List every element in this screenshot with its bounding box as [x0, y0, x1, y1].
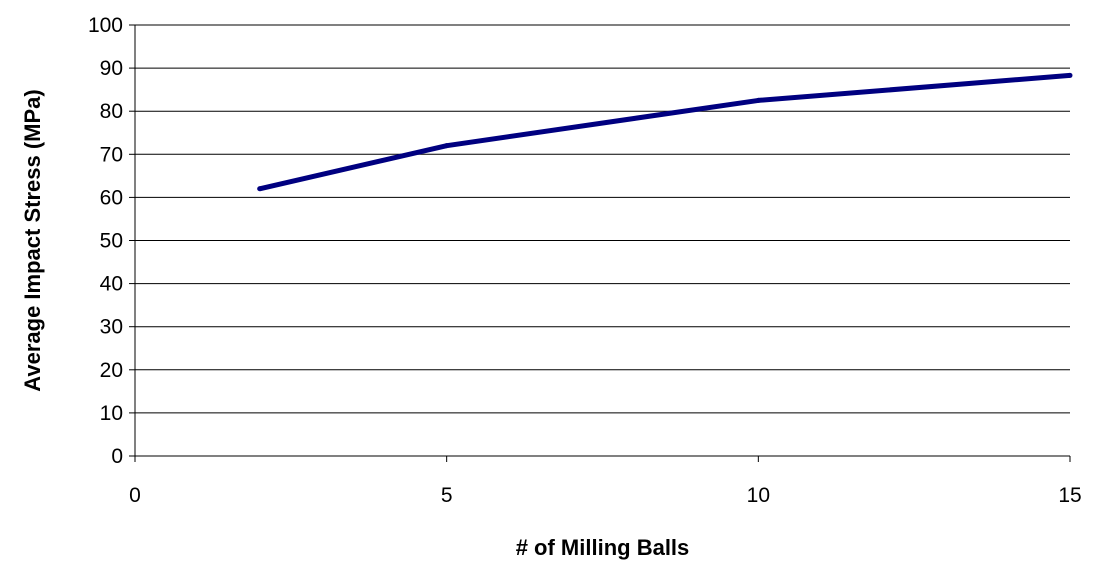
- x-tick-label: 15: [1058, 484, 1081, 507]
- y-tick-label: 50: [100, 230, 123, 253]
- series-group: [257, 72, 1073, 192]
- data-point: [1067, 72, 1073, 78]
- data-point: [257, 186, 263, 192]
- x-tick-label: 10: [747, 484, 770, 507]
- x-tick-labels: 0 5 10 15: [129, 484, 1082, 507]
- x-tick-label: 0: [129, 484, 141, 507]
- y-tick-label: 60: [100, 186, 123, 209]
- y-tick-label: 20: [100, 359, 123, 382]
- gridlines: [135, 24, 1070, 414]
- y-tick-label: 10: [100, 402, 123, 425]
- y-tick-label: 40: [100, 273, 123, 296]
- x-axis-title: # of Milling Balls: [516, 535, 690, 560]
- y-tick-label: 80: [100, 100, 123, 123]
- data-point: [444, 143, 450, 149]
- data-point: [755, 97, 761, 103]
- y-tick-label: 0: [111, 445, 123, 468]
- y-axis-title: Average Impact Stress (MPa): [20, 89, 45, 391]
- y-tick-label: 90: [100, 57, 123, 80]
- y-tick-labels: 0 10 20 30 40 50 60 70 80 90 100: [88, 14, 123, 468]
- series-line: [259, 72, 1071, 192]
- y-tick-label: 100: [88, 14, 123, 37]
- y-tick-label: 30: [100, 316, 123, 339]
- axes: [129, 24, 1071, 462]
- y-tick-label: 70: [100, 143, 123, 166]
- x-tick-label: 5: [441, 484, 453, 507]
